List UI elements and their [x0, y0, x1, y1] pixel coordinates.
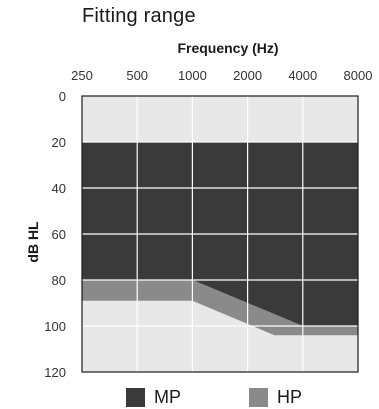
legend-swatch-hp	[249, 388, 268, 407]
plot-frame	[81, 95, 359, 373]
y-tick-label-40: 40	[52, 181, 66, 196]
y-tick-label-80: 80	[52, 273, 66, 288]
y-tick-label-0: 0	[59, 89, 66, 104]
x-tick-label-1000: 1000	[178, 68, 207, 83]
legend-item-hp: HP	[249, 388, 302, 407]
x-tick-label-500: 500	[126, 68, 148, 83]
chart-title: Fitting range	[82, 5, 196, 27]
x-axis-label: Frequency (Hz)	[177, 40, 278, 56]
y-axis-label: dB HL	[25, 221, 41, 263]
y-tick-label-20: 20	[52, 135, 66, 150]
y-tick-label-60: 60	[52, 227, 66, 242]
x-tick-label-8000: 8000	[344, 68, 373, 83]
legend-item-mp: MP	[126, 388, 181, 407]
x-tick-label-2000: 2000	[233, 68, 262, 83]
y-tick-label-100: 100	[44, 319, 66, 334]
y-tick-label-120: 120	[44, 365, 66, 380]
x-tick-label-4000: 4000	[288, 68, 317, 83]
band-hp	[82, 280, 358, 336]
chart-legend: MP HP	[0, 388, 379, 409]
x-tick-label-250: 250	[71, 68, 93, 83]
legend-label-mp: MP	[154, 387, 181, 407]
legend-label-hp: HP	[277, 387, 303, 407]
legend-swatch-mp	[126, 388, 145, 407]
fitting-range-chart: 250 500 1000 2000 4000 8000 0 20 40 60 80 100 120 Fre…	[25, 40, 373, 380]
